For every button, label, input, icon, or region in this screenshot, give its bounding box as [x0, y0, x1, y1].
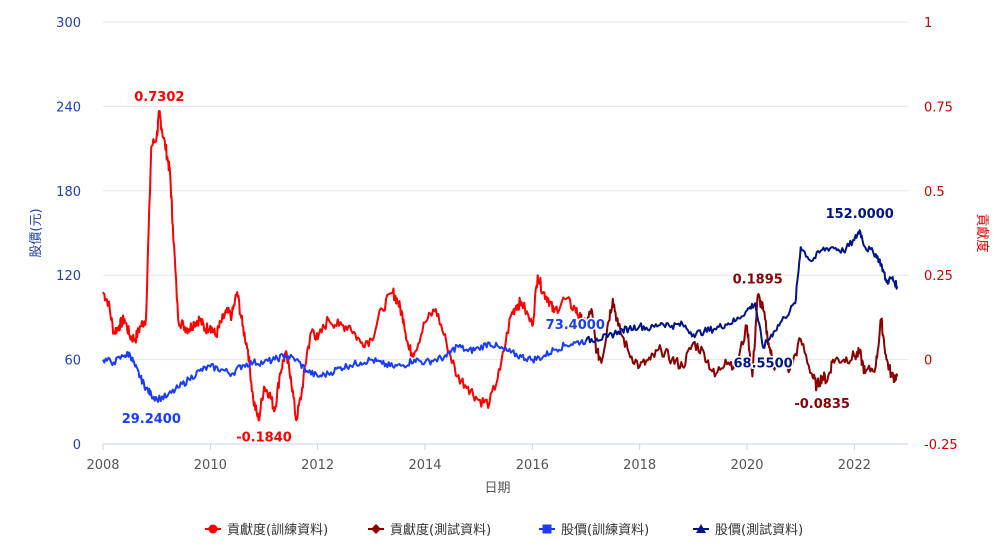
y-left-tick-label: 120 — [56, 269, 81, 284]
legend-entry-label: 貢獻度(訓練資料) — [227, 522, 328, 538]
x-tick-label: 2022 — [838, 458, 871, 473]
y-left-tick-label: 180 — [56, 185, 81, 200]
x-axis-title: 日期 — [484, 481, 510, 496]
series-line-3 — [585, 229, 899, 349]
data-label: 152.0000 — [826, 207, 894, 222]
x-tick-label: 2016 — [516, 458, 549, 473]
x-tick-label: 2020 — [730, 458, 763, 473]
y-left-tick-label: 0 — [73, 438, 81, 453]
y-left-tick-label: 300 — [56, 16, 81, 31]
x-tick-label: 2018 — [623, 458, 656, 473]
y-right-tick-label: 1 — [924, 16, 932, 31]
data-label: 0.7302 — [134, 90, 184, 105]
y-right-tick-label: 0.25 — [924, 269, 953, 284]
x-tick-label: 2010 — [194, 458, 227, 473]
data-label: 29.2400 — [122, 412, 181, 427]
data-label: 0.1895 — [733, 273, 783, 288]
legend-marker-triangle — [696, 524, 706, 533]
legend-marker-diamond — [371, 524, 381, 534]
data-label: 73.4000 — [546, 318, 605, 333]
legend-entry-label: 股價(訓練資料) — [561, 522, 649, 538]
y-right-tick-label: 0 — [924, 354, 932, 369]
y-right-axis-title: 貢獻度 — [974, 213, 990, 252]
series-line-1 — [579, 293, 899, 392]
legend-marker-square — [542, 524, 552, 534]
y-left-tick-label: 60 — [64, 354, 81, 369]
x-tick-label: 2014 — [408, 458, 441, 473]
data-label: -0.0835 — [794, 397, 850, 412]
series-line-0 — [102, 110, 582, 422]
data-label: 68.5500 — [733, 357, 792, 372]
y-left-axis-title: 股價(元) — [29, 208, 44, 257]
y-right-tick-label: 0.5 — [924, 185, 945, 200]
y-right-tick-label: 0.75 — [924, 100, 953, 115]
x-tick-label: 2008 — [86, 458, 119, 473]
legend-entry-label: 股價(測試資料) — [715, 522, 803, 538]
data-label: -0.1840 — [236, 431, 292, 446]
legend-entry-label: 貢獻度(測試資料) — [390, 522, 491, 538]
x-tick-label: 2012 — [301, 458, 334, 473]
y-right-tick-label: -0.25 — [924, 438, 958, 453]
y-left-tick-label: 240 — [56, 100, 81, 115]
legend-marker-circle — [208, 524, 218, 534]
series-line-2 — [102, 339, 587, 403]
